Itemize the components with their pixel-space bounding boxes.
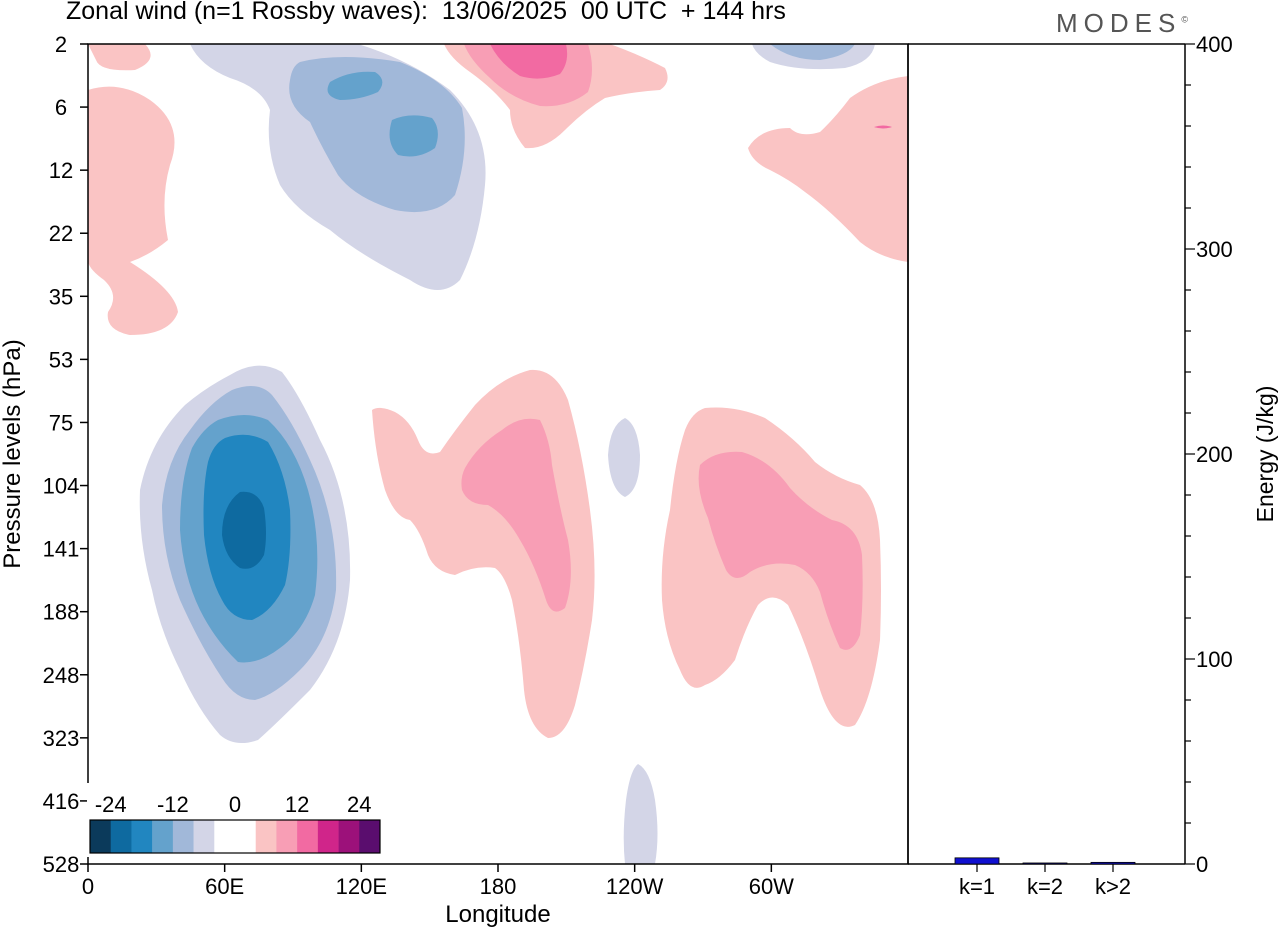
longitude-tick-label: 120W — [606, 874, 664, 899]
negative-region-upper-core-1 — [327, 71, 383, 100]
colorbar-swatch — [338, 820, 360, 853]
positive-region-top-center-core — [490, 44, 568, 79]
energy-bar — [1090, 861, 1136, 865]
pressure-tick-label: 35 — [49, 284, 73, 309]
colorbar-tick-label: 24 — [347, 792, 371, 817]
positive-region-top-left — [88, 44, 151, 71]
pressure-tick-label: 188 — [43, 600, 80, 625]
longitude-tick-label: 60E — [205, 874, 244, 899]
negative-region-main-core — [222, 491, 266, 569]
positive-region-center-inner — [461, 418, 571, 612]
pressure-tick-label: 528 — [43, 852, 80, 877]
energy-axis-label: Energy (J/kg) — [1252, 386, 1278, 523]
pressure-tick-label: 6 — [55, 95, 67, 120]
energy-bar — [954, 857, 1000, 865]
energy-bar — [1022, 862, 1068, 865]
longitude-axis: 0 60E 120E 180 120W 60W — [82, 864, 794, 899]
energy-bars — [954, 857, 1136, 865]
negative-region-small-mid — [608, 418, 640, 497]
negative-region-top-right-inner — [770, 44, 855, 60]
colorbar-tick-label: 0 — [229, 792, 241, 817]
positive-region-right-upper — [748, 76, 908, 262]
contour-fills — [88, 44, 908, 864]
pressure-tick-label: 2 — [55, 32, 67, 57]
brand-logo: MODES© — [1056, 8, 1188, 39]
colorbar-tick-label: 12 — [285, 792, 309, 817]
pressure-tick-label: 141 — [43, 537, 80, 562]
wavenumber-label: k>2 — [1095, 874, 1131, 899]
pressure-tick-label: 12 — [49, 158, 73, 183]
negative-region-bottom — [623, 764, 658, 864]
colorbar-outline — [89, 819, 381, 854]
pressure-tick-label: 104 — [43, 474, 80, 499]
wavenumber-label: k=2 — [1027, 874, 1063, 899]
colorbar-swatch — [90, 820, 112, 853]
brand-name: MODES — [1056, 8, 1182, 38]
energy-bar-panel: k=1 k=2 k>2 0 100 200 300 400 Energy (J/kg) — [907, 32, 1278, 899]
longitude-tick-label: 120E — [336, 874, 387, 899]
longitude-tick-label: 180 — [480, 874, 517, 899]
colorbar-swatch — [359, 820, 381, 853]
positive-region-top-left-lower — [88, 86, 178, 336]
colorbar-labels: -24 -12 0 12 24 — [95, 792, 372, 817]
chart-title: Zonal wind (n=1 Rossby waves): 13/06/202… — [66, 0, 786, 25]
positive-region-right-inner — [698, 451, 863, 650]
energy-tick-label: 200 — [1196, 442, 1233, 467]
pressure-tick-label: 248 — [43, 663, 80, 688]
contour-plot: 2 6 12 22 35 53 75 104 141 188 248 323 416 528 0 60E 12… — [0, 32, 909, 928]
pressure-tick-label: 53 — [49, 347, 73, 372]
longitude-tick-label: 0 — [82, 874, 94, 899]
colorbar-swatch — [131, 820, 153, 853]
colorbar-tick-label: -12 — [157, 792, 189, 817]
longitude-tick-label: 60W — [749, 874, 794, 899]
colorbar-swatch — [276, 820, 298, 853]
energy-tick-label: 100 — [1196, 647, 1233, 672]
pressure-tick-label: 75 — [49, 410, 73, 435]
y-axis-label: Pressure levels (hPa) — [0, 339, 26, 568]
pressure-tick-label: 22 — [49, 221, 73, 246]
colorbar-swatch — [214, 820, 236, 853]
pressure-axis: 2 6 12 22 35 53 75 104 141 188 248 323 416 528 — [43, 32, 88, 877]
colorbar-swatch — [235, 820, 257, 853]
colorbar-swatch — [152, 820, 174, 853]
negative-region-upper-core-2 — [389, 115, 438, 157]
colorbar-swatch — [297, 820, 319, 853]
pressure-tick-label: 416 — [43, 789, 80, 814]
pressure-tick-label: 323 — [43, 726, 80, 751]
colorbar-tick-label: -24 — [95, 792, 127, 817]
colorbar-swatch — [193, 820, 215, 853]
brand-mark: © — [1181, 14, 1188, 25]
positive-region-right-upper-core — [874, 125, 892, 129]
energy-axis: 0 100 200 300 400 — [1185, 32, 1233, 877]
colorbar: -24 -12 0 12 24 — [87, 783, 383, 857]
energy-tick-label: 0 — [1196, 852, 1208, 877]
energy-tick-label: 300 — [1196, 237, 1233, 262]
colorbar-swatches — [89, 819, 381, 854]
energy-tick-label: 400 — [1196, 32, 1233, 57]
colorbar-swatch — [317, 820, 339, 853]
wavenumber-label: k=1 — [959, 874, 995, 899]
wavenumber-labels: k=1 k=2 k>2 — [959, 864, 1131, 899]
colorbar-swatch — [172, 820, 194, 853]
x-axis-label: Longitude — [445, 901, 550, 928]
colorbar-swatch — [110, 820, 132, 853]
colorbar-swatch — [255, 820, 277, 853]
